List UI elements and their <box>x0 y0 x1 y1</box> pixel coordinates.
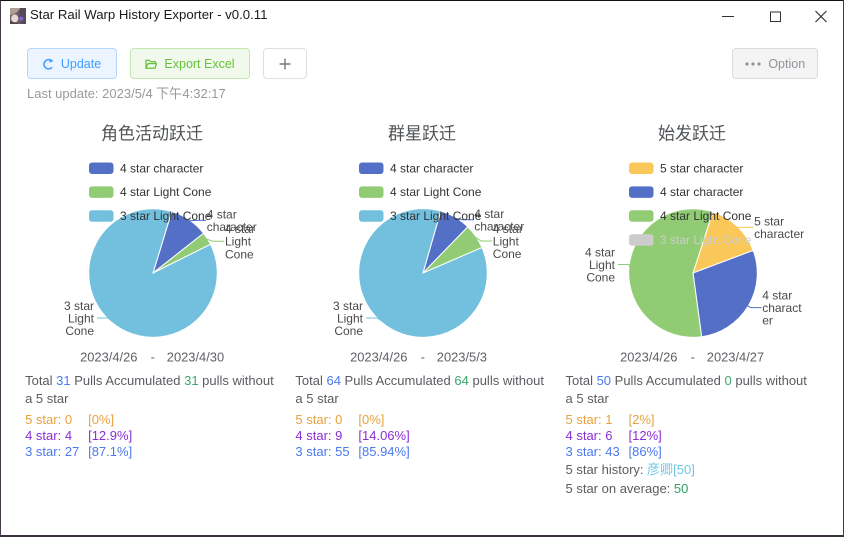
svg-text:4 star: 4 star <box>763 288 793 302</box>
svg-text:4 star: 4 star <box>225 222 255 236</box>
svg-text:2023/4/26: 2023/4/26 <box>350 350 407 365</box>
svg-text:Cone: Cone <box>493 247 522 261</box>
svg-text:Cone: Cone <box>335 324 364 338</box>
svg-text:4 star Light Cone: 4 star Light Cone <box>120 185 212 199</box>
svg-text:character: character <box>474 220 524 234</box>
svg-text:-: - <box>691 350 695 365</box>
svg-text:-: - <box>151 350 155 365</box>
svg-text:-: - <box>421 350 425 365</box>
svg-text:4 star character: 4 star character <box>660 185 743 199</box>
svg-text:4 star: 4 star <box>493 222 523 236</box>
svg-text:Light: Light <box>225 235 252 249</box>
svg-text:3 star Light Cone: 3 star Light Cone <box>120 209 212 223</box>
svg-text:2023/5/3: 2023/5/3 <box>437 350 487 365</box>
svg-text:Light: Light <box>337 311 364 325</box>
svg-text:Light: Light <box>493 234 520 248</box>
svg-text:Light: Light <box>589 258 616 272</box>
svg-text:3 star Light Cone: 3 star Light Cone <box>660 233 752 247</box>
svg-text:2023/4/27: 2023/4/27 <box>707 350 764 365</box>
svg-text:3 star: 3 star <box>333 299 363 313</box>
svg-text:5 star: 5 star <box>754 215 784 229</box>
svg-text:4 star: 4 star <box>585 245 615 259</box>
svg-text:5 star character: 5 star character <box>660 161 743 175</box>
svg-text:4 star Light Cone: 4 star Light Cone <box>660 209 752 223</box>
svg-text:3 star: 3 star <box>64 299 94 313</box>
svg-text:4 star: 4 star <box>474 207 504 221</box>
svg-text:2023/4/26: 2023/4/26 <box>80 350 137 365</box>
svg-text:4 star character: 4 star character <box>120 161 203 175</box>
svg-text:Cone: Cone <box>65 324 94 338</box>
svg-text:character: character <box>207 220 257 234</box>
svg-text:er: er <box>763 314 774 328</box>
svg-text:Cone: Cone <box>225 247 254 261</box>
svg-text:4 star character: 4 star character <box>390 161 473 175</box>
svg-text:3 star Light Cone: 3 star Light Cone <box>390 209 482 223</box>
svg-text:2023/4/26: 2023/4/26 <box>620 350 677 365</box>
svg-text:charact: charact <box>763 301 803 315</box>
svg-text:2023/4/30: 2023/4/30 <box>167 350 224 365</box>
svg-text:Light: Light <box>68 311 95 325</box>
svg-text:character: character <box>754 227 804 241</box>
svg-text:Cone: Cone <box>587 271 616 285</box>
svg-text:4 star Light Cone: 4 star Light Cone <box>390 185 482 199</box>
svg-text:4 star: 4 star <box>207 208 237 222</box>
